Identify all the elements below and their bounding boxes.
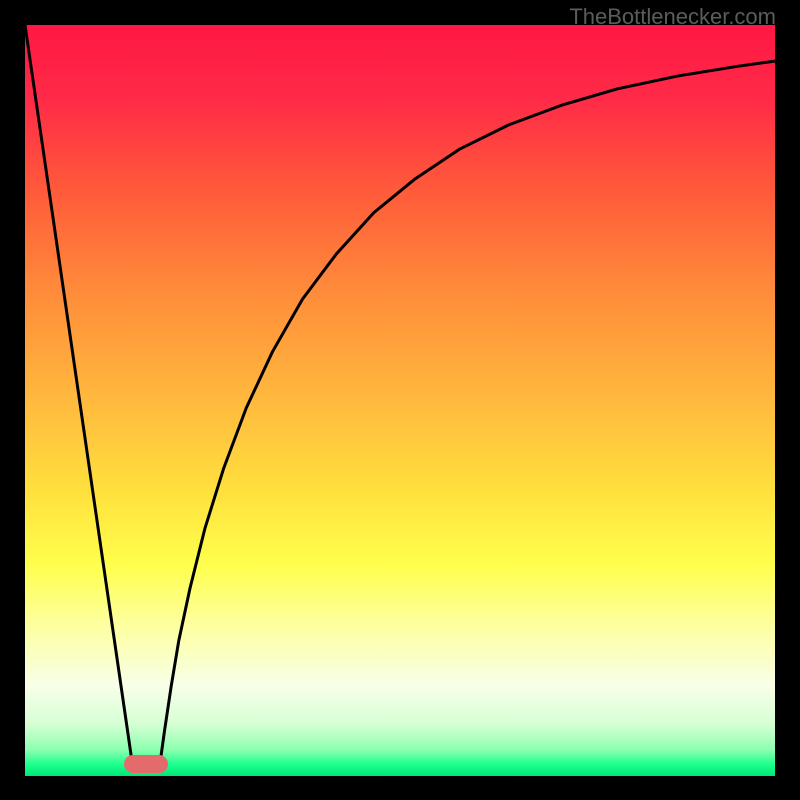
optimal-marker	[124, 755, 168, 773]
bottleneck-curve	[25, 25, 775, 776]
chart-frame: TheBottlenecker.com	[0, 0, 800, 800]
watermark-text: TheBottlenecker.com	[569, 4, 776, 30]
plot-area	[25, 25, 775, 776]
